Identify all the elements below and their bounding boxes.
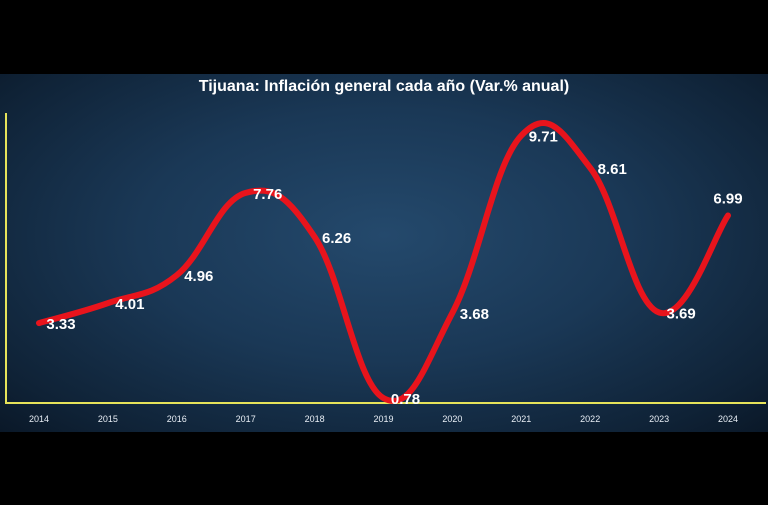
chart-title: Tijuana: Inflación general cada año (Var… [198,78,570,95]
data-label-2023: 3.69 [666,306,695,323]
data-label-2018: 6.26 [322,230,351,247]
data-label-2021: 9.71 [529,129,558,146]
data-label-2017: 7.76 [253,186,282,203]
data-label-2019: 0.78 [391,391,420,408]
series-line [36,120,731,404]
x-tick-label-2018: 2018 [305,414,325,424]
chart-background [0,74,768,432]
x-tick-label-2021: 2021 [511,414,531,424]
data-label-2016: 4.96 [184,268,213,285]
x-tick-label-2024: 2024 [718,414,738,424]
x-tick-label-2017: 2017 [236,414,256,424]
data-label-2015: 4.01 [115,296,144,313]
x-tick-label-2016: 2016 [167,414,187,424]
x-tick-label-2023: 2023 [649,414,669,424]
x-tick-label-2020: 2020 [442,414,462,424]
x-tick-label-2014: 2014 [29,414,49,424]
data-label-2014: 3.33 [46,316,75,333]
x-tick-label-2022: 2022 [580,414,600,424]
x-tick-label-2015: 2015 [98,414,118,424]
x-tick-label-2019: 2019 [373,414,393,424]
data-label-2024: 6.99 [713,190,742,207]
data-label-2020: 3.68 [460,306,489,323]
data-label-2022: 8.61 [598,161,627,178]
